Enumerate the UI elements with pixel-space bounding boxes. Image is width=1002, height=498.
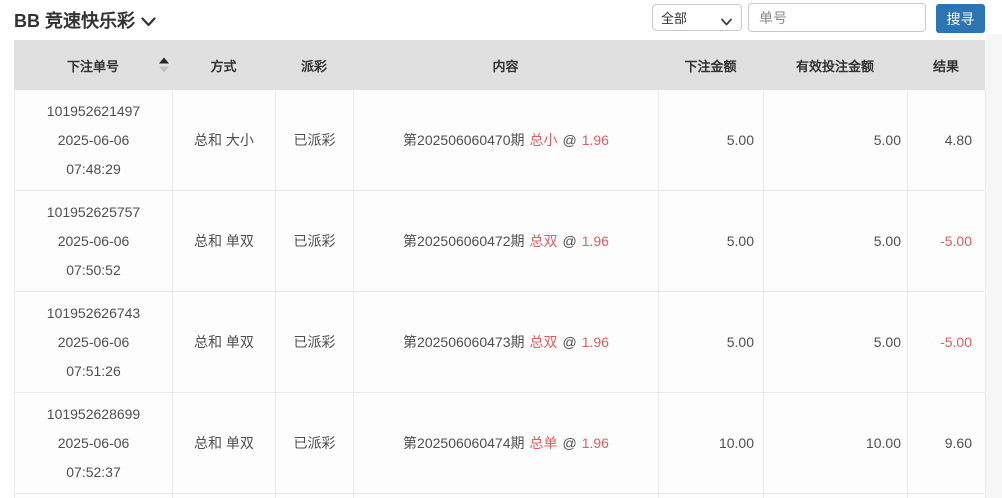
select-chevron-down-icon	[721, 14, 732, 29]
order-date: 2025-06-06	[57, 233, 130, 249]
sort-desc-icon	[159, 66, 169, 73]
bet-content: 第202506060474期 总单 @ 1.96	[354, 393, 659, 493]
result-value: -5.00	[908, 191, 986, 291]
order-id: 101952626743	[46, 305, 141, 321]
bet-history-table: 下注单号 方式 派彩 内容 下注金额 有效投注金额 结果 10195262149…	[14, 40, 986, 498]
bet-method: 总和 单双	[173, 393, 276, 493]
result-value: 4.80	[908, 90, 986, 190]
order-cell: 101952621497 2025-06-06 07:48:29	[15, 90, 173, 190]
order-time: 07:48:29	[66, 161, 121, 177]
payout-status: 已派彩	[276, 393, 354, 493]
order-cell: 101952626743 2025-06-06 07:51:26	[15, 292, 173, 392]
bet-content: 第202506060473期 总双 @ 1.96	[354, 292, 659, 392]
order-time: 07:52:37	[66, 464, 121, 480]
column-header-valid-amount: 有效投注金额	[795, 58, 874, 74]
bet-method: 总和 大小	[173, 90, 276, 190]
table-row-partial	[14, 494, 986, 498]
sort-icon[interactable]	[159, 57, 169, 73]
column-header-order[interactable]: 下注单号	[14, 40, 172, 90]
order-time: 07:50:52	[66, 262, 121, 278]
odds-value: 1.96	[581, 435, 609, 451]
valid-amount: 5.00	[764, 191, 908, 291]
order-date: 2025-06-06	[57, 334, 130, 350]
table-row: 101952626743 2025-06-06 07:51:26 总和 单双 已…	[14, 292, 986, 393]
order-date: 2025-06-06	[57, 132, 130, 148]
table-row: 101952625757 2025-06-06 07:50:52 总和 单双 已…	[14, 191, 986, 292]
order-number-input[interactable]	[748, 3, 926, 32]
at-symbol: @	[562, 233, 577, 249]
chevron-down-icon	[141, 16, 156, 27]
bet-content: 第202506060472期 总双 @ 1.96	[354, 191, 659, 291]
at-symbol: @	[562, 132, 577, 148]
column-header-bet-amount: 下注金额	[684, 58, 737, 74]
column-header-method: 方式	[210, 58, 237, 74]
order-id: 101952625757	[46, 204, 141, 220]
bet-method: 总和 单双	[173, 292, 276, 392]
valid-amount: 5.00	[764, 90, 908, 190]
order-id: 101952621497	[46, 103, 141, 119]
pick-label: 总小	[529, 132, 558, 148]
valid-amount: 5.00	[764, 292, 908, 392]
table-row: 101952621497 2025-06-06 07:48:29 总和 大小 已…	[14, 90, 986, 191]
column-header-order-label: 下注单号	[66, 58, 119, 74]
pick-label: 总双	[529, 233, 558, 249]
right-gutter	[986, 34, 1002, 498]
payout-status: 已派彩	[276, 191, 354, 291]
payout-status: 已派彩	[276, 90, 354, 190]
top-bar: BB 竞速快乐彩 全部 搜寻	[0, 0, 1002, 40]
sort-asc-icon	[159, 57, 169, 64]
order-cell: 101952628699 2025-06-06 07:52:37	[15, 393, 173, 493]
period-label: 第202506060472期	[403, 233, 525, 249]
bet-amount: 5.00	[659, 292, 764, 392]
result-value: -5.00	[908, 292, 986, 392]
pick-label: 总双	[529, 334, 558, 350]
order-date: 2025-06-06	[57, 435, 130, 451]
search-button[interactable]: 搜寻	[936, 4, 985, 33]
table-row: 101952628699 2025-06-06 07:52:37 总和 单双 已…	[14, 393, 986, 494]
payout-status: 已派彩	[276, 292, 354, 392]
period-label: 第202506060474期	[403, 435, 525, 451]
column-header-payout: 派彩	[300, 58, 327, 74]
page-title-label: BB 竞速快乐彩	[14, 11, 135, 31]
filter-select-value: 全部	[661, 11, 688, 26]
odds-value: 1.96	[581, 233, 609, 249]
at-symbol: @	[562, 435, 577, 451]
period-label: 第202506060470期	[403, 132, 525, 148]
column-header-content: 内容	[492, 58, 519, 74]
odds-value: 1.96	[581, 334, 609, 350]
order-cell: 101952625757 2025-06-06 07:50:52	[15, 191, 173, 291]
column-header-result: 结果	[932, 58, 959, 74]
bet-method: 总和 单双	[173, 191, 276, 291]
order-id: 101952628699	[46, 406, 141, 422]
valid-amount: 10.00	[764, 393, 908, 493]
odds-value: 1.96	[581, 132, 609, 148]
order-time: 07:51:26	[66, 363, 121, 379]
at-symbol: @	[562, 334, 577, 350]
filter-select[interactable]: 全部	[652, 4, 742, 31]
bet-amount: 10.00	[659, 393, 764, 493]
period-label: 第202506060473期	[403, 334, 525, 350]
table-header-row: 下注单号 方式 派彩 内容 下注金额 有效投注金额 结果	[14, 40, 985, 90]
page-title[interactable]: BB 竞速快乐彩	[14, 7, 156, 33]
result-value: 9.60	[908, 393, 986, 493]
bet-content: 第202506060470期 总小 @ 1.96	[354, 90, 659, 190]
pick-label: 总单	[529, 435, 558, 451]
bet-amount: 5.00	[659, 191, 764, 291]
bet-amount: 5.00	[659, 90, 764, 190]
